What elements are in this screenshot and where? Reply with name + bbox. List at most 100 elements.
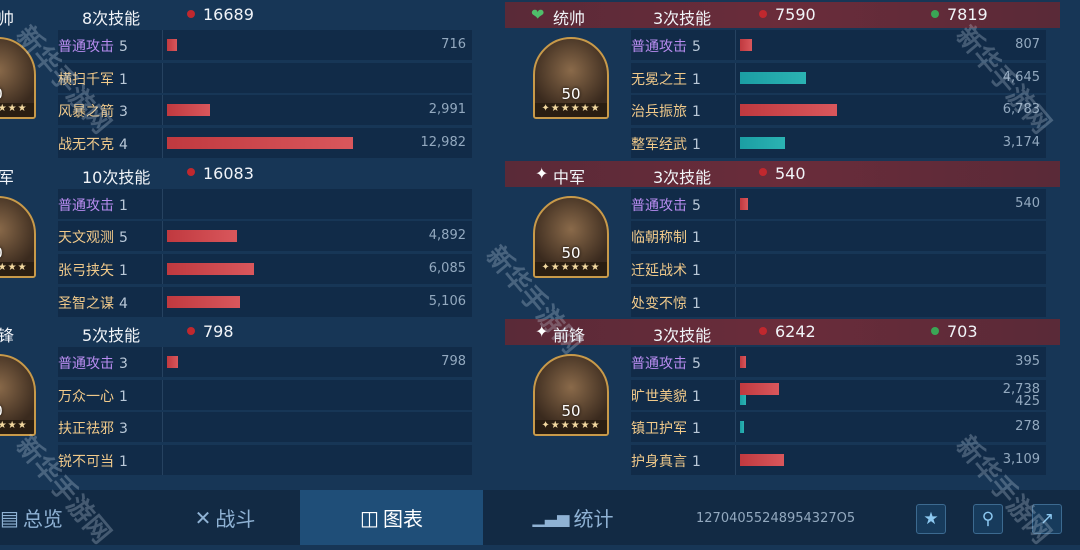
skill-name: 风暴之箭 3 xyxy=(58,104,128,121)
damage-bar xyxy=(740,197,748,210)
tab-chart[interactable]: ◫ 图表 xyxy=(300,490,483,545)
skill-bar-cell: 3,174 xyxy=(735,128,1046,159)
damage-bar xyxy=(167,39,178,51)
skill-name: 护身真言 1 xyxy=(631,454,701,471)
location-pin-icon: ⚲ xyxy=(981,509,995,529)
chart-icon: ◫ xyxy=(360,505,379,530)
battle-id: 12704055248954327O5 xyxy=(696,511,856,526)
general-avatar[interactable]: 50 ✦★★★★★ xyxy=(533,195,609,278)
damage-total: 16689 xyxy=(187,5,254,24)
damage-bar xyxy=(740,104,837,117)
role-label: 锋 xyxy=(0,326,15,345)
tab-battle[interactable]: ✕ 战斗 xyxy=(194,505,256,532)
skill-name: 张弓挟矢 1 xyxy=(58,262,128,279)
skill-row: 护身真言 1 3,109 xyxy=(631,445,1046,476)
general-avatar[interactable]: 50 ✦★★★★★ xyxy=(533,37,609,119)
skill-bar-cell: 540 xyxy=(735,188,1046,219)
skill-bar-cell: 807 xyxy=(735,30,1046,60)
level: 0 xyxy=(0,85,34,103)
heal-bar xyxy=(740,421,744,434)
skill-row: 张弓挟矢 1 6,085 xyxy=(58,253,472,284)
sparkle-icon: ✦ xyxy=(535,322,549,341)
role-label: 前锋 xyxy=(553,326,586,345)
skill-bar-cell xyxy=(162,379,472,410)
skill-row: 处变不惊 1 xyxy=(631,286,1046,317)
section-header: 锋 5次技能 798 xyxy=(0,319,488,345)
heal-value: 278 xyxy=(1015,419,1040,435)
damage-value: 6,085 xyxy=(428,260,466,276)
role-label: 中军 xyxy=(553,167,586,187)
skill-bar-cell: 716 xyxy=(162,30,472,60)
skill-bar-cell xyxy=(162,62,472,93)
cast-count: 3次技能 xyxy=(653,9,712,28)
level: 50 xyxy=(561,85,581,103)
skill-row: 横扫千军 1 xyxy=(58,62,472,93)
heart-shield-icon: ❤ xyxy=(531,5,545,24)
skill-bar-cell: 12,982 xyxy=(162,128,472,159)
damage-value: 798 xyxy=(441,354,466,369)
skill-name: 临朝称制 1 xyxy=(631,230,701,247)
skill-row: 普通攻击 5 395 xyxy=(631,347,1046,377)
star-rating: ✦★★★★★ xyxy=(0,261,34,276)
damage-dot-icon xyxy=(759,326,767,335)
skill-bar-cell xyxy=(162,188,472,219)
skill-name: 锐不可当 1 xyxy=(58,454,128,471)
skill-name: 战无不克 4 xyxy=(58,137,128,154)
role-label: 统帅 xyxy=(553,9,586,28)
skill-name: 普通攻击 1 xyxy=(58,197,128,214)
skill-name: 整军经武 1 xyxy=(631,137,701,154)
damage-total: 6242 xyxy=(759,322,816,341)
level: 50 xyxy=(561,243,581,262)
skill-bar-cell: 4,645 xyxy=(735,62,1046,93)
skill-bar-cell: 278 xyxy=(735,412,1046,443)
skill-row: 战无不克 4 12,982 xyxy=(58,128,472,159)
skill-bar-cell: 3,109 xyxy=(735,445,1046,476)
damage-bar xyxy=(740,39,752,51)
skill-row: 整军经武 1 3,174 xyxy=(631,128,1046,159)
general-section: ✦ 中军 3次技能 540 50 ✦★★★★★ 普通攻击 5 540 临朝称制 1 迁延战术 1 处变不惊… xyxy=(505,159,1060,317)
skill-bar-cell: 395 xyxy=(735,347,1046,377)
share-icon: ↗ xyxy=(1039,509,1055,529)
damage-bar xyxy=(167,230,237,243)
general-avatar[interactable]: 50 ✦★★★★★ xyxy=(533,354,609,436)
heal-value: 425 xyxy=(1015,393,1040,409)
skill-row: 迁延战术 1 xyxy=(631,253,1046,284)
skill-row: 扶正祛邪 3 xyxy=(58,412,472,443)
share-button[interactable]: ↗ xyxy=(1032,504,1062,534)
damage-dot-icon xyxy=(187,326,195,335)
damage-bar xyxy=(740,454,785,467)
damage-bar xyxy=(167,356,179,368)
damage-value: 716 xyxy=(441,37,466,52)
skill-bar-cell: 4,892 xyxy=(162,221,472,252)
section-header: 军 10次技能 16083 xyxy=(0,161,488,187)
damage-dot-icon xyxy=(759,168,767,176)
star-rating: ✦★★★★★ xyxy=(535,261,607,276)
damage-value: 807 xyxy=(1015,37,1040,52)
damage-value: 2,991 xyxy=(428,102,466,118)
heal-dot-icon xyxy=(931,326,939,335)
tab-stats[interactable]: ▁▃▅ 统计 xyxy=(532,507,614,531)
star-rating: ✦★★★★★ xyxy=(0,103,34,117)
skill-row: 无冕之王 1 4,645 xyxy=(631,62,1046,93)
skill-bar-cell xyxy=(162,412,472,443)
damage-total: 540 xyxy=(759,164,806,183)
damage-dot-icon xyxy=(187,168,195,176)
section-header: 帅 8次技能 16689 xyxy=(0,2,488,28)
favorite-button[interactable]: ★ xyxy=(916,504,946,534)
damage-value: 3,109 xyxy=(1002,452,1040,468)
location-button[interactable]: ⚲ xyxy=(973,504,1003,534)
damage-value: 540 xyxy=(1015,195,1040,211)
heal-bar xyxy=(740,394,747,405)
star-rating: ✦★★★★★ xyxy=(535,420,607,434)
tab-overview[interactable]: ▤ 总览 xyxy=(0,505,63,532)
general-avatar[interactable]: 0✦★★★★★ xyxy=(0,37,36,119)
skill-name: 普通攻击 5 xyxy=(631,39,701,55)
skill-name: 普通攻击 5 xyxy=(631,197,701,214)
general-avatar[interactable]: 0✦★★★★★ xyxy=(0,354,36,436)
general-avatar[interactable]: 0✦★★★★★ xyxy=(0,195,36,278)
level: 0 xyxy=(0,402,34,420)
skill-bar-cell xyxy=(735,253,1046,284)
role-label: 军 xyxy=(0,167,15,187)
